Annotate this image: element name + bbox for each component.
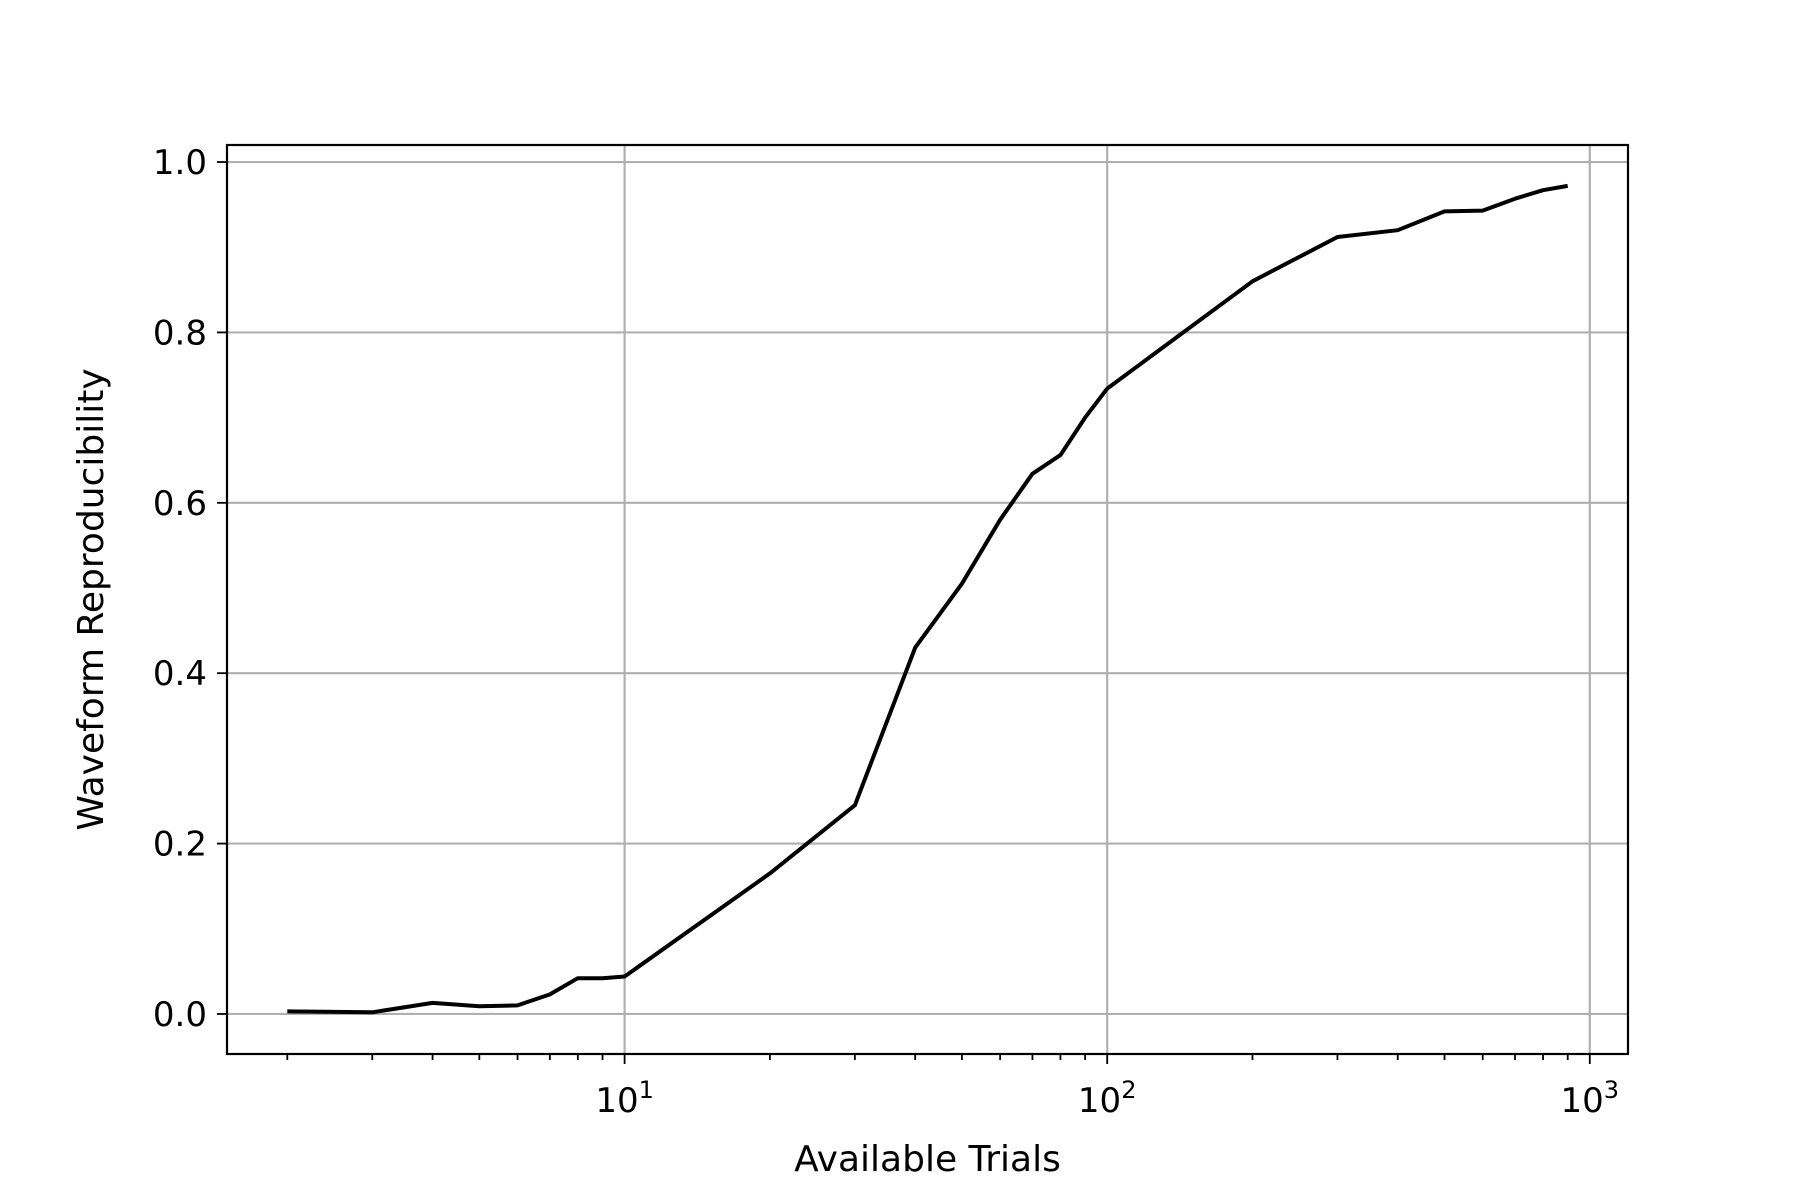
x-axis-title: Available Trials bbox=[794, 1139, 1061, 1180]
x-tick-label-exponent: 2 bbox=[1121, 1076, 1136, 1104]
x-tick-label: 101 bbox=[595, 1076, 654, 1121]
y-axis-title: Waveform Reproducibility bbox=[71, 368, 112, 830]
y-tick-label: 0.0 bbox=[153, 995, 207, 1035]
grid-layer bbox=[227, 145, 1628, 1054]
tick-layer bbox=[217, 161, 1591, 1064]
y-tick-label: 1.0 bbox=[153, 143, 207, 183]
plot-frame bbox=[225, 143, 1630, 1056]
y-tick-label: 0.2 bbox=[153, 825, 207, 865]
y-tick-label: 0.8 bbox=[153, 313, 207, 353]
x-tick-label-exponent: 3 bbox=[1604, 1076, 1619, 1104]
x-tick-label-base: 10 bbox=[595, 1081, 638, 1121]
y-tick-label: 0.6 bbox=[153, 484, 207, 524]
x-tick-label: 103 bbox=[1561, 1076, 1620, 1121]
series-line bbox=[287, 183, 1569, 1015]
x-tick-label-base: 10 bbox=[1078, 1081, 1121, 1121]
x-tick-label: 102 bbox=[1078, 1076, 1137, 1121]
series-layer bbox=[287, 183, 1569, 1015]
x-tick-label-exponent: 1 bbox=[639, 1076, 654, 1104]
y-tick-label: 0.4 bbox=[153, 654, 207, 694]
x-tick-label-base: 10 bbox=[1561, 1081, 1604, 1121]
